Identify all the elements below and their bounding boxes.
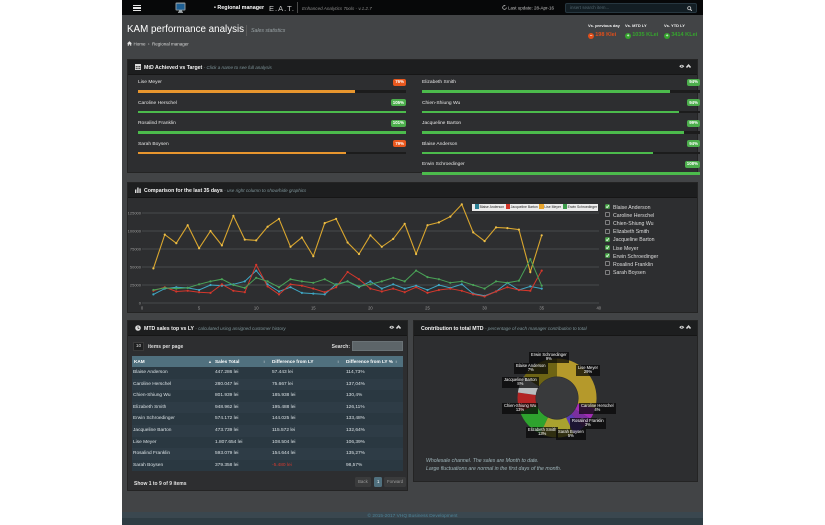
svg-text:25: 25: [425, 306, 430, 311]
svg-text:25000: 25000: [130, 283, 142, 288]
svg-text:125000: 125000: [128, 211, 142, 216]
svg-text:10: 10: [254, 306, 259, 311]
svg-text:35: 35: [539, 306, 544, 311]
svg-text:40: 40: [596, 306, 601, 311]
svg-text:5: 5: [198, 306, 201, 311]
svg-text:75000: 75000: [130, 247, 142, 252]
svg-text:0: 0: [139, 301, 142, 306]
svg-text:15: 15: [311, 306, 316, 311]
svg-text:0: 0: [141, 306, 144, 311]
svg-text:20: 20: [368, 306, 373, 311]
svg-text:100000: 100000: [128, 229, 142, 234]
svg-text:50000: 50000: [130, 265, 142, 270]
svg-text:30: 30: [482, 306, 487, 311]
